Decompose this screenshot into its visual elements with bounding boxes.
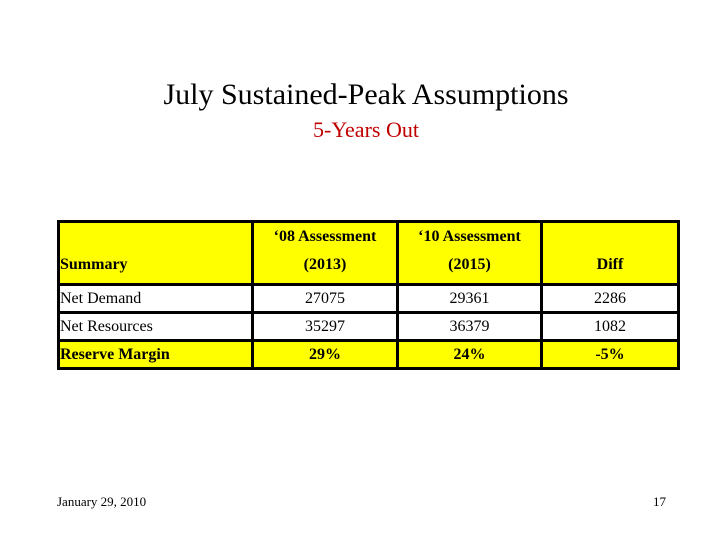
cell-value: 35297 — [251, 311, 399, 342]
cell-value: 27075 — [251, 283, 399, 314]
summary-table: Summary ‘08 Assessment (2013) ‘10 Assess… — [57, 220, 680, 370]
table-row-reserve-margin: Reserve Margin 29% 24% -5% — [57, 339, 680, 370]
slide-title: July Sustained-Peak Assumptions — [163, 78, 569, 111]
cell-value: 24% — [396, 339, 543, 370]
header-cell-08-assessment: ‘08 Assessment (2013) — [251, 220, 399, 286]
header-10-line2: (2015) — [448, 256, 491, 273]
header-10-line1: ‘10 Assessment — [418, 228, 521, 245]
header-08-line2: (2013) — [303, 256, 347, 273]
cell-value: 29361 — [396, 283, 543, 314]
header-cell-10-assessment: ‘10 Assessment (2015) — [396, 220, 543, 286]
cell-value-diff: -5% — [540, 339, 680, 370]
table-header-row: Summary ‘08 Assessment (2013) ‘10 Assess… — [57, 220, 680, 286]
header-08-line1: ‘08 Assessment — [273, 228, 377, 245]
cell-value: 36379 — [396, 311, 543, 342]
cell-value: 29% — [251, 339, 399, 370]
footer-date: January 29, 2010 — [57, 494, 147, 509]
header-cell-summary: Summary — [57, 220, 254, 286]
row-label: Net Resources — [57, 311, 254, 342]
table-row-net-resources: Net Resources 35297 36379 1082 — [57, 311, 680, 342]
header-cell-diff: Diff — [540, 220, 680, 286]
slide-subtitle: 5-Years Out — [313, 117, 419, 142]
page-number: 17 — [653, 494, 666, 509]
row-label: Net Demand — [57, 283, 254, 314]
table-row-net-demand: Net Demand 27075 29361 2286 — [57, 283, 680, 314]
cell-value-diff: 2286 — [540, 283, 680, 314]
cell-value-diff: 1082 — [540, 311, 680, 342]
row-label: Reserve Margin — [57, 339, 254, 370]
